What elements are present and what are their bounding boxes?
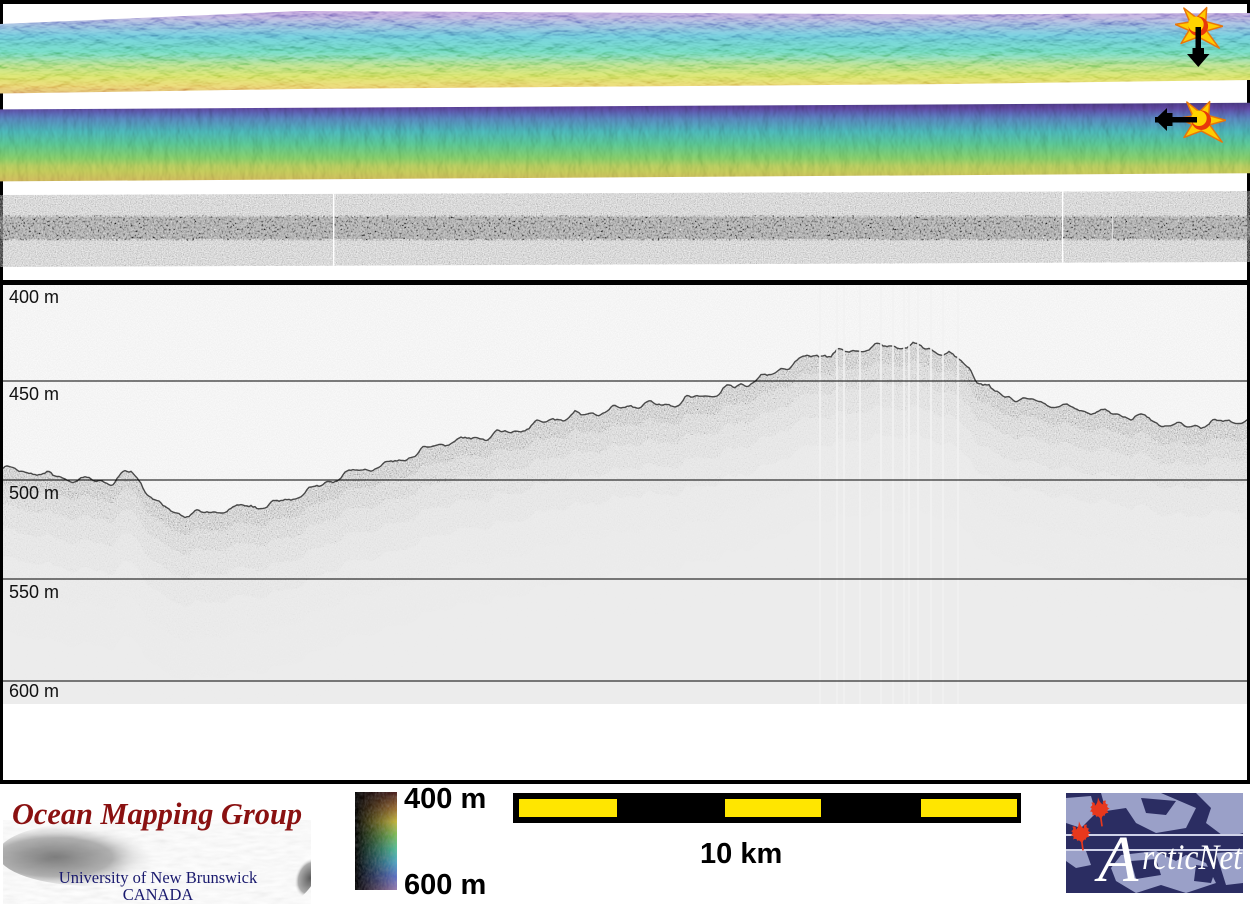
svg-text:CANADA: CANADA [123,885,194,904]
svg-text:Ocean Mapping Group: Ocean Mapping Group [12,796,302,831]
svg-text:A: A [1094,823,1139,893]
svg-text:rcticNet: rcticNet [1142,837,1243,877]
